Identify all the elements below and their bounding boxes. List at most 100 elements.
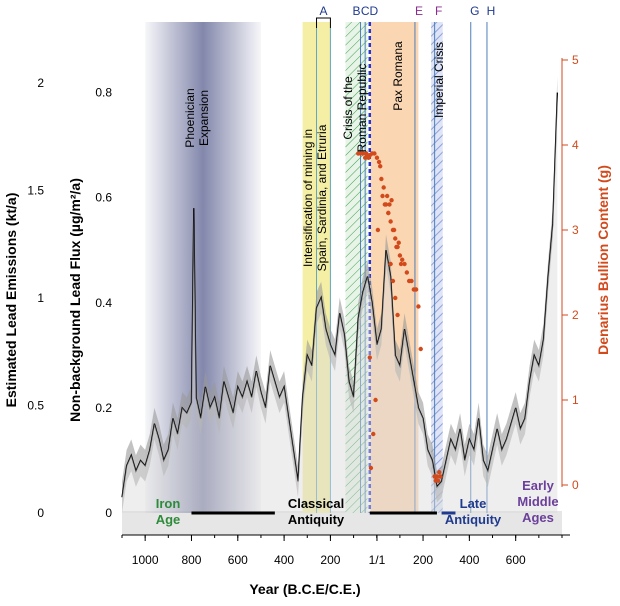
bullion-point: [438, 474, 443, 479]
marker-label-G: G: [470, 4, 479, 18]
bullion-tick-label: 0: [572, 478, 579, 492]
period-label-2: Crisis of theRoman Republic: [341, 64, 369, 153]
marker-label-D: D: [369, 4, 378, 18]
bullion-point: [389, 198, 394, 203]
bullion-tick-label: 2: [572, 308, 579, 322]
era-label-word: Late: [460, 496, 487, 511]
bullion-point: [372, 151, 377, 156]
x-tick-label: 1/1: [369, 553, 386, 567]
period-label-0: PhoenicianExpansion: [183, 88, 211, 147]
bullion-point: [395, 244, 400, 250]
period-label-line: Intensification of mining in: [301, 129, 315, 267]
bullion-tick-label: 5: [572, 53, 579, 67]
era-label-word: Middle: [517, 494, 558, 509]
era-label-word: Iron: [156, 496, 181, 511]
era-label-word: Antiquity: [445, 512, 502, 527]
axes: 1000 800 600 400 200 1/1 200 400 60000.20.40.60.…: [27, 53, 579, 567]
period-label-line: Crisis of the: [341, 76, 355, 140]
bullion-axis-title: Denarius Bullion Content (g): [595, 165, 611, 355]
period-label-line: Phoenician: [183, 88, 197, 147]
x-tick-label: 1000: [132, 553, 159, 567]
x-tick-label: 200: [320, 553, 340, 567]
baseline-band: [122, 511, 562, 535]
bullion-point: [416, 304, 421, 309]
era-label-3: Early Middle Ages: [517, 478, 558, 525]
bullion-point: [390, 278, 396, 284]
bullion-point: [398, 261, 404, 267]
emission-tick-label: 2: [37, 76, 44, 90]
bullion-point: [409, 278, 414, 284]
marker-label-F: F: [435, 4, 442, 18]
bullion-point: [376, 159, 382, 165]
x-tick-label: 200: [413, 553, 433, 567]
period-label-1: Intensification of mining inSpain, Sardi…: [301, 124, 329, 271]
flux-area: [122, 92, 558, 514]
era-label-word: Age: [156, 512, 181, 527]
period-label-line: Spain, Sardinia, and Etruria: [315, 124, 329, 271]
bullion-series: [356, 151, 443, 483]
period-label-line: Expansion: [197, 90, 211, 146]
bullion-point: [395, 312, 400, 318]
text-labels: Year (B.C.E/C.E.) Estimated Lead Emission…: [3, 41, 611, 597]
bullion-point: [418, 346, 423, 352]
period-band-4: [431, 22, 443, 513]
marker-label-E: E: [415, 4, 423, 18]
era-label-word: Antiquity: [288, 512, 345, 527]
era-label-word: Classical: [288, 496, 344, 511]
bullion-point: [375, 227, 381, 233]
marker-bracket-A: [316, 17, 331, 28]
bullion-point: [435, 478, 441, 483]
bullion-tick-label: 3: [572, 223, 579, 237]
era-label-word: Early: [522, 478, 555, 493]
flux-line: [121, 92, 559, 498]
bullion-point: [388, 261, 393, 267]
flux-tick-label: 0: [105, 506, 112, 520]
x-tick-label: 800: [181, 553, 201, 567]
bullion-point: [360, 151, 366, 156]
bullion-point: [383, 202, 389, 207]
era-label-0: Iron Age: [156, 496, 181, 527]
emission-axis-title: Estimated Lead Emissions (kt/a): [3, 193, 19, 408]
x-axis-title: Year (B.C.E/C.E.): [249, 581, 360, 597]
bullion-point: [378, 164, 383, 169]
bullion-point: [379, 176, 384, 182]
bullion-point: [402, 261, 407, 267]
period-label-3: Pax Romana: [391, 41, 405, 111]
marker-label-H: H: [487, 4, 496, 18]
emission-tick-label: 0: [37, 506, 44, 520]
bullion-point: [400, 257, 405, 262]
bullion-point: [371, 431, 376, 437]
emission-tick-label: 1: [37, 291, 44, 305]
x-tick-label: 400: [274, 553, 294, 567]
flux-tick-label: 0.2: [95, 401, 112, 415]
bullion-point: [397, 253, 403, 258]
bullion-point: [374, 155, 380, 160]
era-label-word: Ages: [522, 510, 554, 525]
era-label-2: Late Antiquity: [445, 496, 502, 527]
bullion-point: [393, 295, 398, 301]
bullion-point: [393, 236, 398, 241]
period-label-4: Imperial Crisis: [432, 42, 446, 118]
bullion-point: [396, 240, 401, 245]
bullion-point: [386, 210, 391, 216]
bullion-point: [384, 193, 390, 199]
flux-tick-label: 0.8: [95, 86, 112, 100]
bullion-point: [367, 355, 372, 360]
flux-tick-label: 0.4: [95, 296, 112, 310]
x-tick-label: 400: [459, 553, 479, 567]
bullion-point: [381, 185, 386, 190]
flux-series: [121, 76, 559, 514]
bullion-point: [413, 287, 419, 292]
flux-axis-title: Non-background Lead Flux (µg/m²/a): [67, 178, 83, 422]
marker-label-B: B: [353, 4, 361, 18]
bullion-point: [373, 397, 378, 403]
bullion-point: [437, 470, 442, 475]
marker-label-C: C: [361, 4, 370, 18]
bullion-point: [434, 474, 440, 479]
bullion-point: [387, 202, 392, 207]
period-band-0: [145, 22, 261, 513]
x-tick-label: 600: [228, 553, 248, 567]
marker-label-A: A: [319, 4, 327, 18]
bullion-point: [388, 219, 393, 224]
